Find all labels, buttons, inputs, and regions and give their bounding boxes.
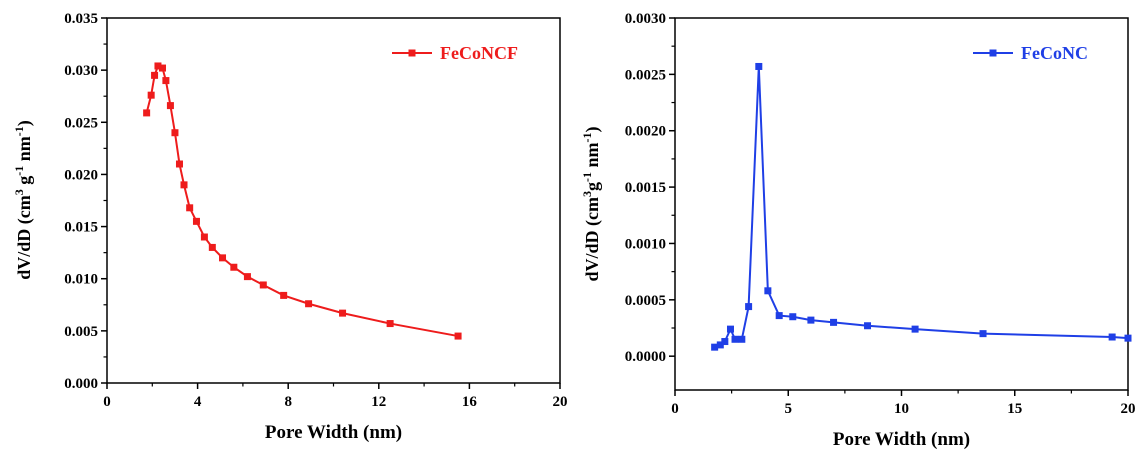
x-tick-label: 16: [462, 394, 478, 410]
legend-marker: [408, 49, 416, 57]
y-label-superscript: -1: [12, 126, 26, 136]
y-tick-label: 0.0010: [625, 236, 666, 252]
y-tick-label: 0.030: [64, 63, 98, 79]
data-point: [259, 281, 267, 289]
data-point: [186, 204, 194, 212]
y-axis-label: dV/dD (cm3 g-1 nm-1): [12, 120, 35, 280]
data-point: [807, 316, 815, 324]
x-tick-label: 10: [894, 401, 909, 417]
data-point: [192, 217, 200, 225]
data-point: [745, 303, 753, 311]
y-axis-label: dV/dD (cm3g-1 nm-1): [580, 126, 603, 281]
y-label-part: nm: [582, 142, 602, 172]
data-point: [775, 312, 783, 320]
y-tick-label: 0.0005: [625, 293, 666, 309]
data-point: [151, 71, 159, 79]
x-tick-label: 20: [553, 394, 568, 410]
data-point: [143, 109, 151, 117]
y-tick-label: 0.0030: [625, 11, 666, 27]
y-tick-label: 0.020: [64, 167, 98, 183]
data-point: [731, 335, 739, 343]
x-tick-label: 4: [194, 394, 202, 410]
data-point: [243, 273, 251, 281]
data-point: [154, 62, 162, 70]
data-point: [721, 338, 729, 346]
x-tick-label: 0: [103, 394, 111, 410]
y-label-superscript: 3: [580, 191, 594, 197]
data-point: [738, 335, 746, 343]
x-axis-label: Pore Width (nm): [833, 429, 970, 450]
y-label-part: g: [582, 182, 602, 191]
y-tick-label: 0.0015: [625, 180, 666, 196]
data-point: [147, 91, 155, 99]
x-tick-label: 20: [1121, 401, 1136, 417]
chart-2: 0 5 10 15 20 0.0000 0.0005 0.0010 0.0015 0.0020 0.…: [580, 11, 1136, 450]
y-label-superscript: -1: [580, 172, 594, 182]
data-point: [219, 254, 227, 262]
y-tick-label: 0.0000: [625, 349, 666, 365]
legend-label: FeCoNC: [1021, 43, 1088, 63]
y-tick-label: 0.010: [64, 272, 98, 288]
y-label-part: dV/dD (cm: [582, 197, 603, 282]
data-point: [162, 77, 170, 85]
y-label-superscript: -1: [580, 132, 594, 142]
y-label-superscript: -1: [12, 166, 26, 176]
data-point: [1124, 334, 1132, 342]
y-tick-label: 0.035: [64, 11, 98, 27]
data-point: [200, 233, 208, 241]
x-tick-label: 12: [371, 394, 386, 410]
data-point: [716, 341, 724, 349]
x-tick-label: 15: [1007, 401, 1022, 417]
data-point: [755, 62, 763, 70]
data-point: [180, 181, 188, 189]
data-point: [789, 313, 797, 321]
series-line-FeCoNC: [714, 66, 1128, 349]
legend-label: FeCoNCF: [440, 43, 518, 63]
data-point: [386, 320, 394, 328]
data-point: [1108, 333, 1116, 341]
data-point: [911, 325, 919, 333]
x-axis-label: Pore Width (nm): [265, 422, 402, 443]
data-point: [208, 243, 216, 251]
x-tick-label: 5: [785, 401, 793, 417]
data-point: [175, 160, 183, 168]
y-tick-label: 0.0020: [625, 124, 666, 140]
x-tick-label: 8: [284, 394, 292, 410]
y-tick-label: 0.005: [64, 324, 98, 340]
data-point: [158, 64, 166, 72]
data-point: [711, 343, 719, 351]
y-tick-label: 0.000: [64, 376, 98, 392]
data-point: [726, 325, 734, 333]
y-label-part: ): [14, 120, 35, 126]
data-point: [979, 330, 987, 338]
data-point: [230, 263, 238, 271]
series-line-FeCoNCF: [145, 64, 459, 338]
x-tick-label: 0: [671, 401, 679, 417]
data-point: [830, 318, 838, 326]
y-tick-label: 0.0025: [625, 67, 666, 83]
y-label-part: ): [582, 126, 603, 132]
data-point: [339, 309, 347, 317]
y-label-part: nm: [14, 136, 34, 166]
y-tick-label: 0.025: [64, 115, 98, 131]
data-point: [171, 129, 179, 137]
legend-marker: [989, 49, 997, 57]
data-point: [454, 332, 462, 340]
data-point: [305, 300, 313, 308]
plot-frame: [106, 17, 561, 384]
data-point: [764, 287, 772, 295]
y-tick-label: 0.015: [64, 220, 98, 236]
chart-1: 0 4 8 12 16 20 0.000 0.005 0.010 0.015 0.020 0.025 0…: [12, 11, 568, 443]
y-label-part: g: [14, 176, 34, 190]
data-point: [166, 102, 174, 110]
y-label-part: dV/dD (cm: [14, 195, 35, 280]
data-point: [280, 291, 288, 299]
y-label-superscript: 3: [12, 189, 26, 195]
data-point: [864, 322, 872, 330]
